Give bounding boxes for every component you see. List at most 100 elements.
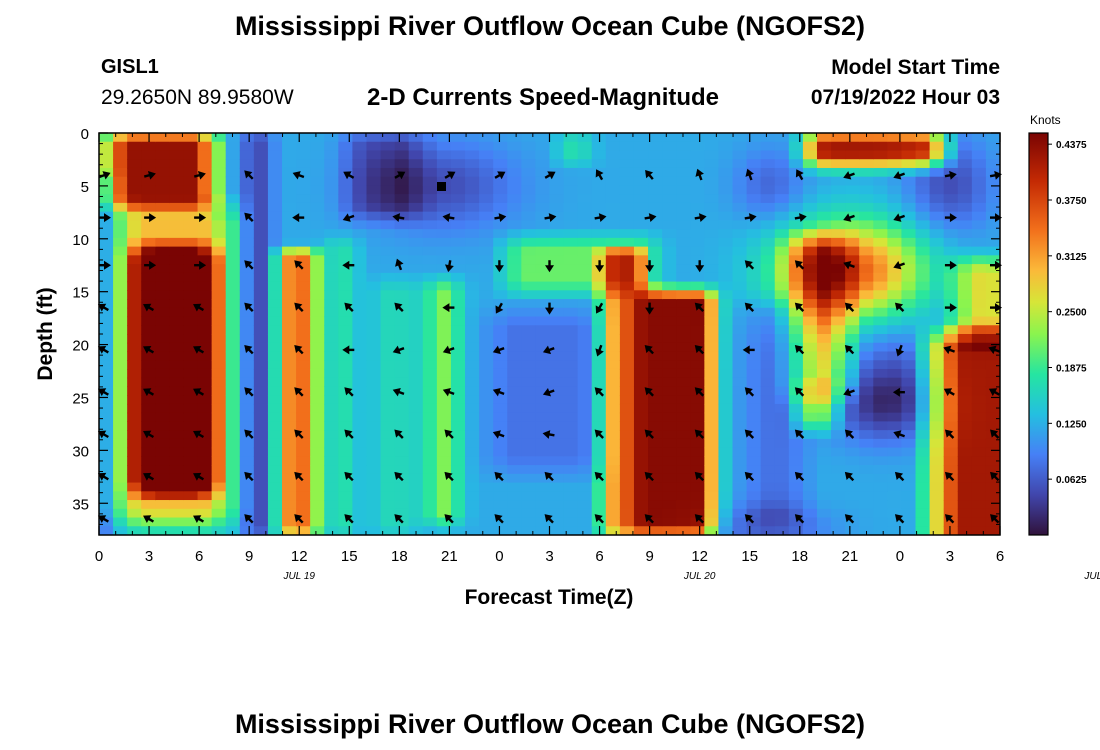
colorbar: Knots 0.4375 0.3750 0.3125 0.2500 0.1875 0.12… bbox=[1028, 113, 1087, 536]
current-arrow bbox=[944, 303, 957, 313]
current-arrow bbox=[744, 213, 757, 223]
current-arrow bbox=[745, 168, 754, 181]
current-arrow bbox=[193, 388, 205, 397]
current-arrow bbox=[695, 168, 704, 181]
current-arrow bbox=[97, 472, 109, 481]
current-arrow bbox=[444, 171, 456, 180]
current-arrow bbox=[990, 514, 1000, 524]
current-arrow bbox=[595, 302, 604, 314]
x-tick-label: 21 bbox=[441, 548, 458, 565]
current-arrow bbox=[292, 171, 305, 180]
current-arrow bbox=[344, 387, 354, 397]
current-arrow bbox=[644, 514, 654, 524]
current-arrow bbox=[894, 471, 905, 482]
current-arrow bbox=[444, 260, 454, 273]
current-arrow bbox=[392, 387, 405, 397]
y-tick-label: 25 bbox=[72, 390, 89, 407]
current-arrow bbox=[143, 388, 155, 397]
current-arrow bbox=[844, 471, 855, 482]
chart-subtitle: 2-D Currents Speed-Magnitude bbox=[367, 84, 720, 111]
current-arrow bbox=[194, 213, 207, 223]
current-arrow bbox=[594, 514, 604, 524]
current-arrow bbox=[892, 387, 905, 397]
x-tick-label: 3 bbox=[545, 548, 553, 565]
current-arrow bbox=[294, 429, 304, 439]
current-arrow bbox=[644, 429, 654, 439]
current-arrow bbox=[294, 471, 304, 482]
x-tick-label: 15 bbox=[741, 548, 758, 565]
x-tick-label: 12 bbox=[291, 548, 308, 565]
current-arrow bbox=[143, 472, 155, 481]
current-arrow bbox=[344, 514, 354, 524]
current-arrow bbox=[244, 387, 254, 397]
current-arrow bbox=[744, 429, 755, 439]
current-arrow bbox=[143, 303, 155, 312]
current-arrow bbox=[694, 471, 705, 482]
current-arrow bbox=[544, 213, 557, 223]
y-tick-label: 35 bbox=[72, 496, 89, 513]
current-arrow bbox=[342, 345, 355, 355]
colorbar-tick-label: 0.4375 bbox=[1056, 140, 1087, 151]
current-arrow bbox=[594, 213, 607, 223]
current-arrow bbox=[944, 471, 955, 482]
current-arrow bbox=[895, 344, 905, 357]
y-tick-label: 15 bbox=[72, 285, 89, 302]
y-axis-label: Depth (ft) bbox=[34, 287, 57, 380]
current-arrow bbox=[444, 471, 454, 482]
current-arrow bbox=[193, 346, 205, 354]
current-arrow bbox=[594, 471, 604, 482]
current-arrow bbox=[394, 514, 404, 524]
x-tick-label: 6 bbox=[996, 548, 1004, 565]
current-arrow bbox=[694, 387, 705, 397]
date-label: JUL 20 bbox=[683, 571, 716, 582]
date-label: JUL 19 bbox=[282, 571, 315, 582]
x-tick-label: 0 bbox=[495, 548, 503, 565]
current-arrow bbox=[492, 345, 505, 355]
current-arrow bbox=[97, 346, 109, 354]
current-arrow bbox=[644, 387, 654, 397]
current-arrow bbox=[844, 514, 855, 524]
y-tick-label: 0 bbox=[81, 126, 89, 143]
current-arrow bbox=[943, 345, 956, 355]
current-arrow bbox=[392, 213, 405, 223]
current-arrow bbox=[594, 429, 604, 439]
current-arrow bbox=[990, 303, 1002, 313]
current-arrow bbox=[444, 514, 454, 524]
colorbar-tick-label: 0.1250 bbox=[1056, 419, 1087, 430]
current-arrow bbox=[294, 260, 304, 270]
current-arrow bbox=[294, 344, 304, 355]
colorbar-title: Knots bbox=[1030, 113, 1061, 127]
current-arrow bbox=[292, 213, 305, 223]
current-arrow bbox=[342, 213, 355, 222]
x-tick-label: 9 bbox=[645, 548, 653, 565]
colorbar-tick-label: 0.1875 bbox=[1056, 364, 1087, 375]
y-tick-label: 10 bbox=[72, 232, 89, 249]
current-arrow bbox=[442, 387, 455, 397]
current-arrow bbox=[944, 514, 955, 524]
current-arrow bbox=[843, 213, 855, 222]
current-arrow bbox=[794, 344, 805, 355]
current-arrow bbox=[944, 260, 957, 270]
current-arrow bbox=[394, 171, 406, 180]
current-arrow bbox=[645, 169, 654, 180]
footer-title: Mississippi River Outflow Ocean Cube (NG… bbox=[234, 709, 866, 739]
current-arrow bbox=[794, 471, 805, 482]
current-arrow bbox=[794, 213, 807, 223]
current-arrow bbox=[545, 302, 554, 315]
current-arrow bbox=[244, 344, 254, 355]
current-arrow bbox=[495, 302, 504, 314]
current-arrow bbox=[990, 260, 1002, 270]
current-arrow bbox=[442, 345, 455, 355]
current-arrow bbox=[193, 472, 205, 481]
colorbar-tick-label: 0.3750 bbox=[1056, 196, 1087, 207]
current-arrow bbox=[442, 303, 455, 313]
current-arrow bbox=[794, 514, 805, 524]
current-arrow bbox=[544, 514, 554, 524]
current-arrow bbox=[442, 213, 455, 223]
x-tick-label: 0 bbox=[95, 548, 103, 565]
current-arrow bbox=[97, 388, 109, 397]
y-tick-label: 30 bbox=[72, 443, 89, 460]
current-arrow bbox=[193, 430, 205, 439]
current-arrow bbox=[492, 430, 505, 439]
current-arrow bbox=[244, 514, 254, 524]
